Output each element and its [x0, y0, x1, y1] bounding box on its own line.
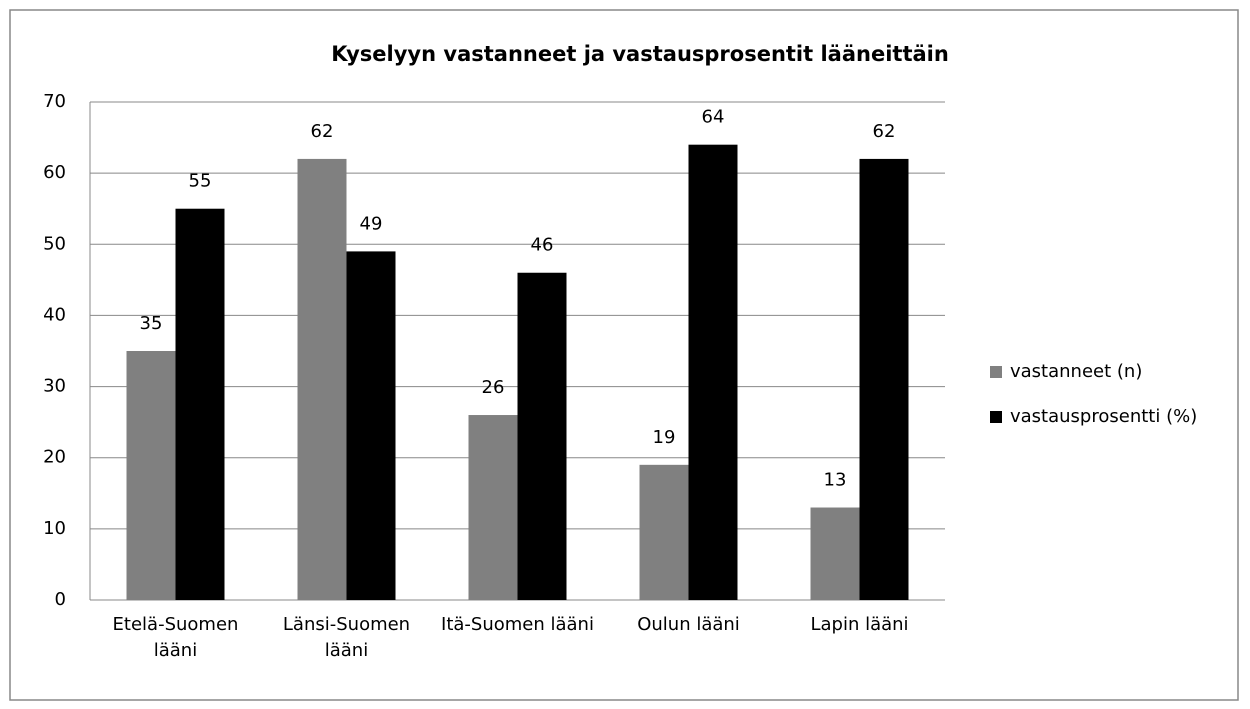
x-tick-label: Länsi-Suomen lääni: [282, 614, 411, 661]
bar: [688, 144, 738, 600]
legend-swatch: [990, 411, 1002, 423]
x-tick-label: Oulun lääni: [637, 614, 740, 635]
data-label: 62: [311, 121, 334, 142]
data-label: 55: [189, 171, 212, 192]
y-tick-label: 50: [43, 233, 66, 254]
bar: [175, 208, 225, 600]
bar: [859, 158, 909, 600]
data-label: 35: [140, 313, 163, 334]
data-label: 62: [873, 121, 896, 142]
y-tick-label: 40: [43, 304, 66, 325]
y-tick-label: 20: [43, 447, 66, 468]
x-tick-label: Etelä-Suomen lääni: [112, 614, 239, 661]
data-label: 19: [653, 427, 676, 448]
y-tick-label: 60: [43, 162, 66, 183]
data-label: 26: [482, 377, 505, 398]
chart-title: Kyselyyn vastanneet ja vastausprosentit …: [331, 42, 949, 66]
y-tick-label: 10: [43, 518, 66, 539]
legend-label: vastausprosentti (%): [1010, 406, 1197, 427]
bar: [810, 507, 860, 600]
bar: [639, 464, 689, 600]
x-tick-label: Itä-Suomen lääni: [441, 614, 594, 635]
bar: [346, 251, 396, 600]
bar: [126, 351, 176, 600]
y-tick-label: 0: [55, 589, 66, 610]
data-label: 13: [824, 470, 847, 491]
bar: [297, 158, 347, 600]
y-tick-label: 30: [43, 376, 66, 397]
y-tick-label: 70: [43, 91, 66, 112]
legend-label: vastanneet (n): [1010, 361, 1142, 382]
data-label: 49: [360, 213, 383, 234]
bar: [468, 415, 518, 600]
legend-swatch: [990, 366, 1002, 378]
bar: [517, 272, 567, 600]
data-label: 46: [531, 235, 554, 256]
data-label: 64: [702, 107, 725, 128]
x-tick-label: Lapin lääni: [810, 614, 909, 635]
